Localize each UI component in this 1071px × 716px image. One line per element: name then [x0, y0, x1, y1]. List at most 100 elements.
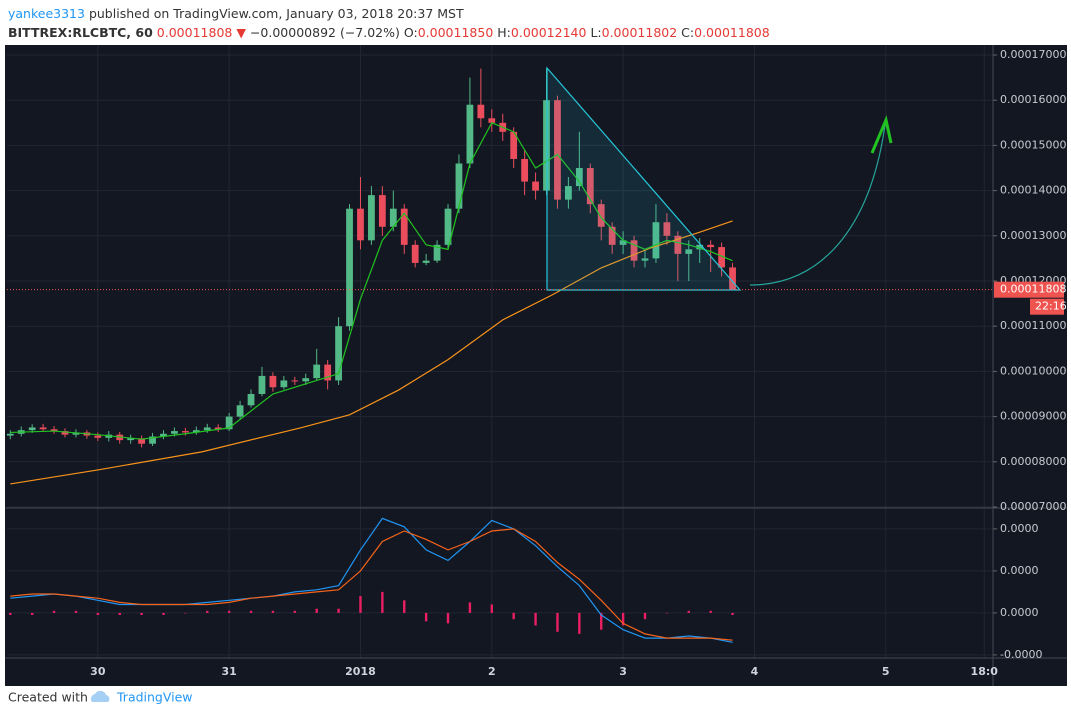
candle-body: [433, 244, 441, 261]
ohlc-value: 0.00011808: [694, 25, 770, 40]
histogram-bar: [184, 612, 187, 614]
candle-body: [674, 235, 682, 254]
candle-body: [389, 208, 397, 227]
ohlc-value: 0.00012140: [510, 25, 587, 40]
arrow: ▼: [236, 25, 246, 40]
candle-body: [663, 222, 671, 236]
y-tick-label: 0.00016000: [1000, 93, 1066, 106]
ma-slow: [10, 220, 733, 485]
ohlc-label: C:: [681, 25, 695, 40]
histogram-bar: [359, 596, 362, 613]
candle-body: [729, 267, 736, 290]
histogram-bar: [74, 610, 78, 613]
y-tick-label: 0.00013000: [1000, 229, 1066, 242]
histogram-bar: [512, 612, 515, 620]
candle-body: [214, 427, 222, 430]
histogram-bar: [709, 610, 712, 613]
y-tick-label: 0.00015000: [1000, 138, 1066, 151]
published: published on TradingView.com, January 03…: [88, 6, 464, 21]
candle-body: [127, 438, 135, 441]
histogram-bar: [52, 610, 56, 613]
y-tick-label: 0.00010000: [1000, 364, 1066, 377]
last-price-label: 0.00011808: [1000, 283, 1066, 296]
histogram-bar: [578, 612, 581, 634]
y-tick-label: -0.0000: [1000, 648, 1042, 661]
ohlc-label: L:: [590, 25, 602, 40]
footer-brand[interactable]: TradingView: [116, 690, 193, 705]
candle-body: [685, 249, 693, 254]
candle-body: [400, 208, 408, 245]
candle-body: [72, 432, 80, 435]
candle-body: [521, 158, 529, 182]
candle-body: [532, 181, 539, 191]
candle-body: [346, 208, 353, 327]
histogram-bar: [118, 612, 121, 615]
candle-body: [61, 431, 69, 435]
histogram-bar: [293, 610, 297, 613]
histogram-bar: [337, 608, 340, 613]
candle-body: [160, 433, 167, 437]
histogram-bar: [315, 608, 318, 613]
candle-body: [192, 430, 200, 433]
histogram-bar: [381, 591, 384, 613]
histogram-bar: [227, 610, 231, 613]
histogram-bar: [162, 612, 165, 615]
histogram-bar: [621, 612, 625, 626]
candle-body: [510, 131, 518, 159]
candle-body: [554, 100, 561, 200]
y-tick-label: 0.00011000: [1000, 319, 1066, 332]
candle-body: [181, 431, 189, 433]
histogram-bar: [140, 612, 143, 615]
candle-body: [171, 431, 178, 434]
candle-body: [236, 405, 244, 417]
last: 0.00011808: [156, 25, 233, 40]
y-tick-label: 0.0000: [1000, 606, 1039, 619]
candle-body: [280, 380, 288, 388]
histogram-bar: [731, 612, 734, 615]
candle-body: [378, 195, 386, 227]
ohlc-label: O:: [403, 25, 418, 40]
candle-body: [718, 247, 725, 268]
candle-body: [94, 435, 102, 438]
histogram-bar: [556, 612, 559, 632]
candle-body: [39, 427, 47, 430]
candle-body: [608, 226, 616, 245]
candle-body: [225, 416, 233, 430]
x-tick-label: 2: [488, 665, 496, 678]
y-tick-label: 0.0000: [1000, 564, 1039, 577]
histogram-bar: [534, 612, 537, 626]
histogram-bar: [643, 612, 647, 620]
signal-line: [10, 528, 733, 641]
countdown: 22:16: [1035, 300, 1067, 313]
histogram-bar: [206, 610, 209, 613]
candle-body: [203, 427, 211, 431]
candle-body: [357, 208, 364, 241]
candle-body: [247, 394, 255, 406]
candle-body: [586, 168, 594, 205]
ohlc-value: 0.00011850: [417, 25, 494, 40]
arrow-head: [870, 115, 893, 154]
candle-body: [455, 163, 463, 209]
candle-body: [138, 438, 145, 444]
countdown-box: [1030, 298, 1064, 315]
histogram-bar: [490, 604, 493, 613]
header-line: yankee3313 published on TradingView.com,…: [8, 4, 770, 23]
candle-body: [28, 427, 36, 431]
histogram-bar: [424, 612, 428, 622]
candle-body: [335, 326, 342, 381]
ma-fast: [10, 122, 733, 440]
candle-body: [258, 375, 266, 395]
y-tick-label: 0.00007000: [1000, 500, 1066, 513]
candle-body: [630, 240, 638, 261]
histogram-bar: [665, 612, 669, 614]
candle-body: [477, 104, 485, 119]
author[interactable]: yankee3313: [8, 6, 85, 21]
candle-body: [565, 186, 572, 200]
candle-body: [291, 380, 299, 382]
x-tick-label: 31: [221, 665, 236, 678]
x-tick-label: 3: [619, 665, 627, 678]
histogram-bar: [249, 610, 253, 613]
histogram-bar: [468, 602, 472, 613]
ohlc-label: H:: [497, 25, 511, 40]
